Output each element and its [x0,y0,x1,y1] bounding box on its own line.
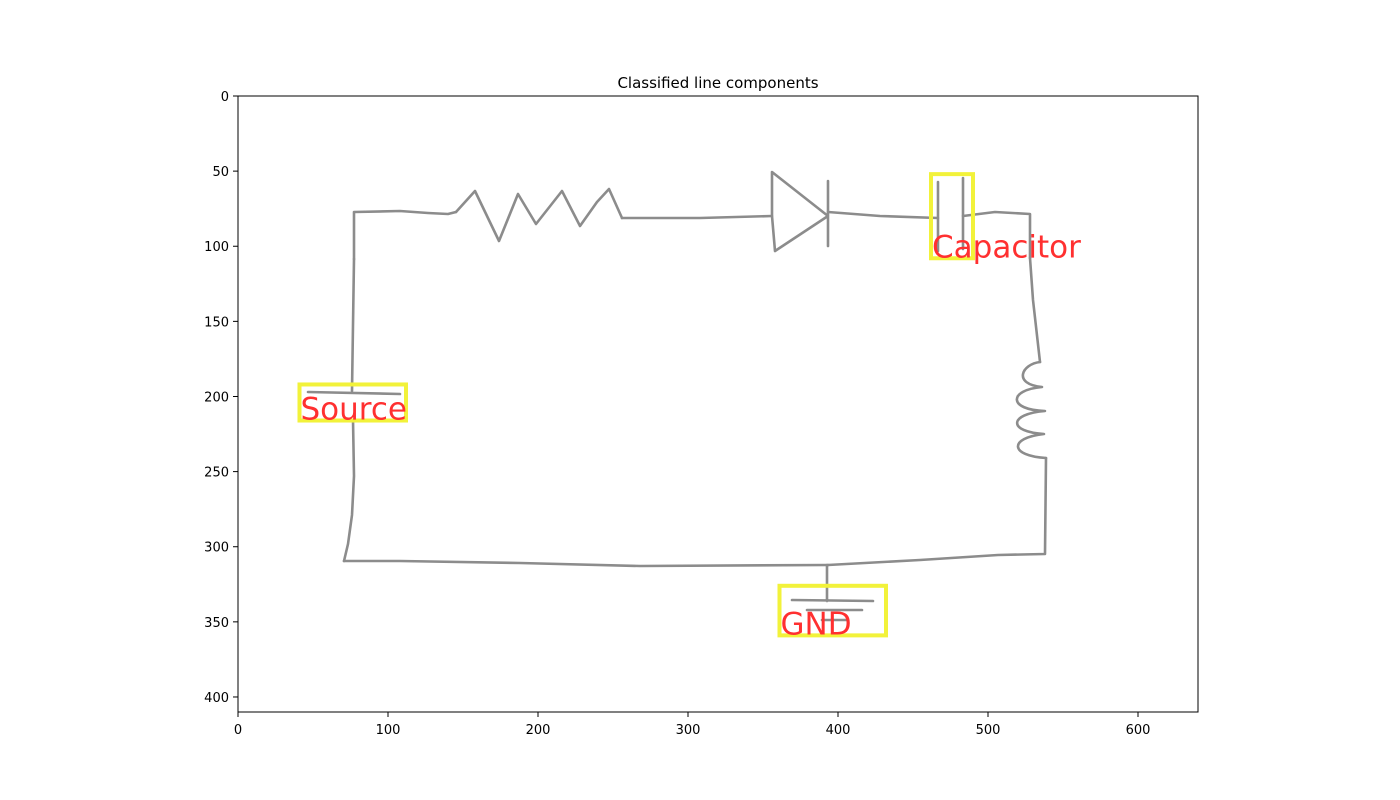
wire-right-lower [826,456,1048,567]
plot-background [238,96,1198,712]
detection-box-capacitor [929,172,975,261]
wire-top-middle [620,214,774,220]
plot-frame [237,95,1199,713]
x-tick-label: 0 [234,723,242,738]
y-tick-label: 50 [212,165,229,180]
x-tick-label: 300 [676,723,701,738]
y-tick-label: 100 [204,240,229,255]
y-tick-label: 200 [204,390,229,405]
x-tick-label: 200 [526,723,551,738]
detection-box-gnd [777,583,888,638]
detection-label-capacitor: Capacitor [932,229,1081,265]
detection-box-source [297,382,408,423]
y-tick-label: 150 [204,315,229,330]
circuit-drawing [306,170,1048,622]
wire-top-left [352,209,458,261]
wire-left-upper [350,257,356,393]
detection-label-gnd: GND [781,606,852,642]
y-tick-label: 250 [204,466,229,481]
y-tick-label: 0 [221,90,229,105]
plot-title: Classified line components [617,74,818,92]
detections: Source Capacitor GND [297,172,1081,642]
inductor [1015,360,1048,460]
x-tick-label: 400 [826,723,851,738]
diode [770,170,830,253]
x-tick-label: 500 [976,723,1001,738]
resistor [454,187,624,243]
y-tick-label: 300 [204,541,229,556]
x-tick-label: 100 [376,723,401,738]
capacitor [936,176,965,253]
y-tick-label: 350 [204,616,229,631]
wire-top-right [826,210,1032,260]
wire-left-lower [342,418,356,563]
plot-area: Source Capacitor GND [237,95,1199,713]
x-tick-label: 600 [1126,723,1151,738]
detection-label-source: Source [301,392,407,428]
wire-right-upper [1028,256,1042,364]
y-axis: 0 50 100 150 200 250 300 350 400 [204,90,238,706]
y-tick-label: 400 [204,691,229,706]
x-axis: 0 100 200 300 400 500 600 [234,712,1151,738]
ground [790,563,875,622]
wire-bottom [342,559,830,568]
